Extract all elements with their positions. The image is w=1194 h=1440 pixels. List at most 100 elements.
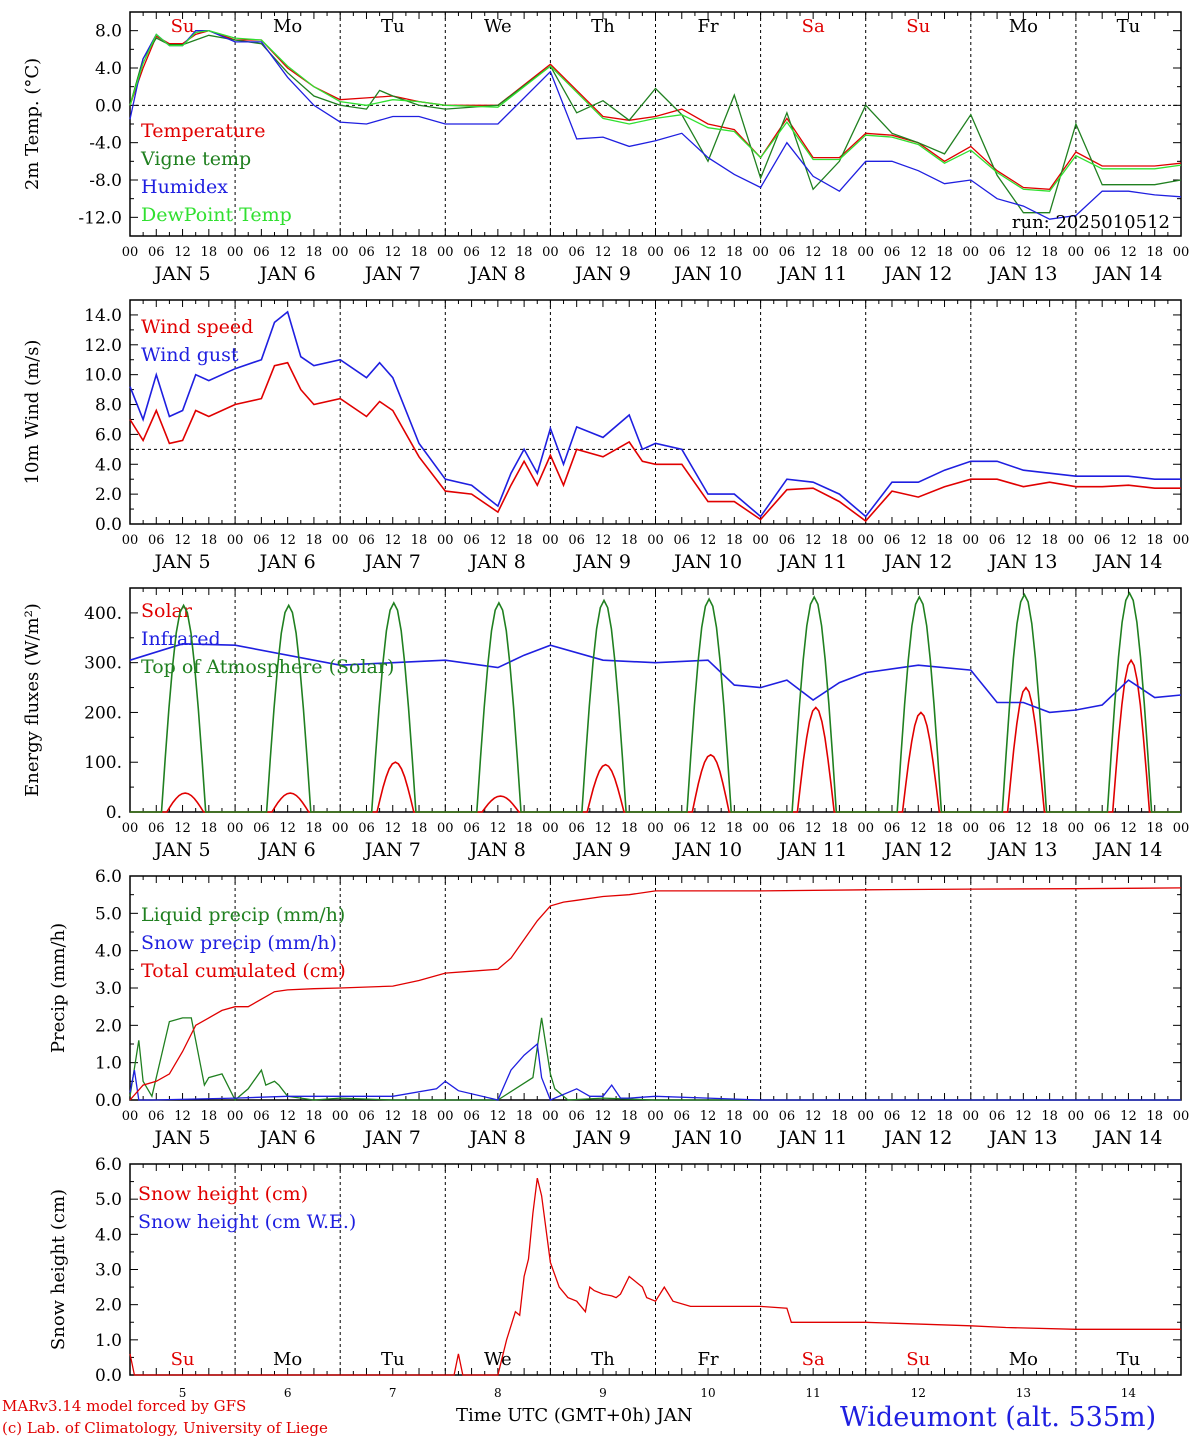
- series-line: [129, 30, 1182, 220]
- y-tick-label: 14.0: [84, 306, 122, 326]
- x-hour-label: 06: [1094, 1109, 1111, 1124]
- x-day-number: 5: [179, 1386, 187, 1400]
- series-line: [130, 658, 1181, 813]
- x-hour-label: 12: [910, 533, 927, 548]
- weekday-label: Mo: [1009, 16, 1038, 37]
- weekday-label: Fr: [698, 16, 719, 37]
- x-date-label: JAN 12: [882, 1127, 952, 1149]
- weekday-label: Th: [591, 16, 615, 37]
- y-tick-label: 300.: [84, 654, 122, 674]
- x-hour-label: 12: [1015, 533, 1032, 548]
- x-hour-label: 06: [674, 245, 691, 260]
- x-hour-label: 00: [857, 821, 874, 836]
- x-hour-label: 18: [936, 245, 953, 260]
- y-tick-label: 3.0: [95, 1261, 122, 1281]
- panel-1: 8.0 4.0 0.0 -4.0 -8.0 -12.0 2m Temp. (°C) 00 06 1…: [22, 11, 1189, 285]
- x-hour-label: 00: [752, 245, 769, 260]
- x-hour-label: 06: [674, 821, 691, 836]
- x-date-label: JAN 14: [1092, 551, 1162, 573]
- x-hour-label: 06: [674, 533, 691, 548]
- x-hour-label: 18: [726, 1109, 743, 1124]
- x-day-number: 13: [1016, 1386, 1031, 1400]
- x-hour-label: 06: [779, 821, 796, 836]
- x-hour-label: 00: [752, 1109, 769, 1124]
- x-hour-label: 12: [1015, 821, 1032, 836]
- x-date-label: JAN 13: [987, 1127, 1057, 1149]
- x-date-label: JAN 12: [882, 263, 952, 285]
- x-date-label: JAN 9: [573, 551, 631, 573]
- x-hour-label: 18: [1041, 821, 1058, 836]
- weekday-label: Mo: [273, 1349, 302, 1370]
- x-hour-label: 18: [831, 1109, 848, 1124]
- x-hour-label: 06: [148, 533, 165, 548]
- x-date-label: JAN 10: [672, 263, 742, 285]
- x-day-number: 6: [284, 1386, 292, 1400]
- weekday-label: Tu: [381, 16, 405, 37]
- x-hour-label: 18: [621, 821, 638, 836]
- x-hour-label: 18: [1146, 821, 1163, 836]
- x-day-number: 12: [911, 1386, 926, 1400]
- x-hour-label: 06: [779, 1109, 796, 1124]
- legend-entry: Snow height (cm): [138, 1183, 308, 1205]
- legend-entry: Snow height (cm W.E.): [138, 1211, 356, 1233]
- x-hour-label: 12: [595, 533, 612, 548]
- x-hour-label: 06: [358, 1109, 375, 1124]
- y-axis-title: Energy fluxes (W/m²): [22, 603, 43, 797]
- x-hour-label: 12: [1120, 1109, 1137, 1124]
- weekday-label: Tu: [1117, 1349, 1141, 1370]
- x-date-label: JAN 7: [363, 1127, 421, 1149]
- y-tick-label: 2.0: [95, 1016, 122, 1036]
- panel-5: 6.0 5.0 4.0 3.0 2.0 1.0 0.0 Snow height (cm) 5 6 7…: [48, 1155, 1182, 1400]
- x-hour-label: 00: [857, 245, 874, 260]
- x-hour-label: 12: [279, 533, 296, 548]
- x-hour-label: 00: [437, 533, 454, 548]
- x-date-label: JAN 11: [777, 263, 847, 285]
- x-hour-label: 00: [332, 821, 349, 836]
- x-hour-label: 18: [936, 533, 953, 548]
- x-hour-label: 12: [805, 1109, 822, 1124]
- x-hour-label: 12: [174, 821, 191, 836]
- weekday-label: Mo: [1009, 1349, 1038, 1370]
- y-tick-label: 6.0: [95, 867, 122, 887]
- x-hour-label: 00: [437, 1109, 454, 1124]
- y-tick-label: 4.0: [95, 1225, 122, 1245]
- series-line: [130, 591, 1181, 813]
- x-hour-label: 06: [358, 533, 375, 548]
- x-hour-label: 00: [752, 821, 769, 836]
- legend-entry: Wind speed: [141, 316, 253, 338]
- weekday-label: Su: [171, 1349, 195, 1370]
- x-hour-label: 00: [647, 245, 664, 260]
- legend-entry: Humidex: [141, 176, 228, 198]
- weekday-label: Tu: [1117, 16, 1141, 37]
- weekday-label: Su: [171, 16, 195, 37]
- series-line: [129, 1177, 1181, 1376]
- model-credit: MARv3.14 model forced by GFS: [2, 1397, 247, 1415]
- x-date-label: JAN 10: [672, 551, 742, 573]
- x-hour-label: 18: [831, 821, 848, 836]
- x-hour-label: 18: [831, 533, 848, 548]
- x-hour-label: 00: [752, 533, 769, 548]
- x-hour-label: 18: [1146, 245, 1163, 260]
- series-line: [129, 887, 1182, 1101]
- x-hour-label: 00: [437, 821, 454, 836]
- weekday-label: Th: [591, 1349, 615, 1370]
- x-date-label: JAN 5: [153, 1127, 211, 1149]
- series-line: [129, 310, 1181, 518]
- x-date-label: JAN 11: [777, 551, 847, 573]
- panel-4: 6.0 5.0 4.0 3.0 2.0 1.0 0.0 Precip (mm/h) 00 06 12…: [48, 867, 1189, 1149]
- x-day-number: 8: [494, 1386, 502, 1400]
- x-date-label: JAN 6: [258, 1127, 316, 1149]
- x-hour-label: 00: [542, 1109, 559, 1124]
- x-hour-label: 12: [700, 1109, 717, 1124]
- x-hour-label: 12: [279, 245, 296, 260]
- y-tick-label: 10.0: [84, 366, 122, 386]
- x-day-number: 10: [700, 1386, 715, 1400]
- x-hour-label: 12: [384, 1109, 401, 1124]
- x-hour-label: 18: [306, 1109, 323, 1124]
- x-date-label: JAN 5: [153, 551, 211, 573]
- x-hour-label: 12: [595, 1109, 612, 1124]
- y-tick-label: 5.0: [95, 904, 122, 924]
- x-hour-label: 18: [516, 533, 533, 548]
- x-day-number: 11: [806, 1386, 821, 1400]
- y-tick-label: 8.0: [95, 22, 122, 42]
